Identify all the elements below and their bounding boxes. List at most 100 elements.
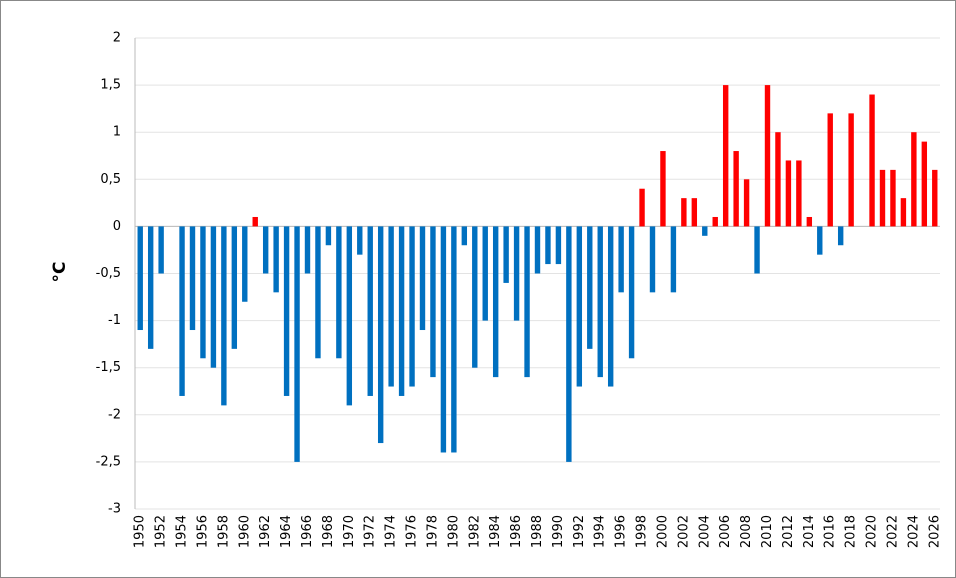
x-tick-label: 2004 (697, 515, 712, 548)
bar (733, 151, 739, 227)
bar (827, 113, 833, 227)
bar (628, 226, 635, 359)
x-tick-label: 2020 (865, 515, 880, 548)
x-tick-label: 1992 (572, 515, 587, 548)
y-tick-label: 0 (113, 219, 121, 234)
bar (618, 226, 624, 293)
bar (534, 226, 541, 274)
y-tick-label: 0,5 (100, 172, 121, 187)
x-tick-label: 1956 (195, 515, 210, 548)
bar (482, 226, 488, 321)
x-tick-label: 2022 (885, 515, 900, 548)
bar (388, 226, 394, 387)
bar (639, 188, 645, 227)
bar (743, 179, 750, 227)
bar (419, 226, 426, 331)
bar (691, 198, 698, 227)
bar (649, 226, 656, 293)
bar (336, 226, 342, 359)
bar (503, 226, 509, 283)
bar (179, 226, 185, 396)
bar (210, 226, 217, 368)
bar (430, 226, 436, 378)
x-tick-label: 1976 (405, 515, 420, 548)
x-tick-label: 1960 (237, 515, 252, 548)
x-tick-label: 2006 (718, 515, 733, 548)
x-tick-label: 1990 (551, 515, 566, 548)
x-tick-label: 1952 (154, 515, 169, 548)
bar (848, 113, 854, 227)
bar (294, 226, 300, 462)
bar (869, 94, 875, 227)
y-tick-label: 2 (113, 31, 121, 46)
bar (837, 226, 844, 246)
bar (576, 226, 583, 387)
y-tick-label: 1,5 (100, 78, 121, 93)
bar (409, 226, 415, 387)
bar (221, 226, 227, 406)
bar (242, 226, 248, 302)
x-tick-label: 1958 (216, 515, 231, 548)
bar (681, 198, 687, 227)
bar (817, 226, 823, 255)
bar (189, 226, 196, 331)
x-tick-label: 1966 (300, 515, 315, 548)
bar (900, 198, 907, 227)
bar (785, 160, 792, 227)
x-tick-label: 2016 (823, 515, 838, 548)
bar (252, 216, 258, 227)
bar (147, 226, 154, 349)
bar (158, 226, 164, 274)
x-tick-label: 1980 (446, 515, 461, 548)
bar (492, 226, 499, 378)
bar (879, 169, 886, 227)
x-tick-label: 1970 (342, 515, 357, 548)
bar (357, 226, 363, 255)
bar (890, 169, 896, 227)
bar (775, 132, 781, 227)
bar (722, 85, 729, 227)
x-tick-label: 1988 (530, 515, 545, 548)
x-tick-label: 1986 (509, 515, 524, 548)
bar (555, 226, 562, 265)
y-tick-label: -2,5 (96, 454, 121, 469)
bar (262, 226, 269, 274)
x-tick-label: 1994 (593, 515, 608, 548)
bar (472, 226, 478, 368)
x-tick-label: 1968 (321, 515, 336, 548)
y-tick-label: -1 (108, 313, 121, 328)
bar (796, 160, 802, 227)
y-tick-label: -1,5 (96, 360, 121, 375)
y-axis-label: °C (50, 262, 70, 283)
bar (932, 169, 938, 227)
bar (304, 226, 311, 274)
bar (398, 226, 405, 396)
bar (451, 226, 457, 453)
bar (377, 226, 384, 444)
bar (607, 226, 614, 387)
y-tick-label: 1 (113, 125, 121, 140)
x-tick-label: 1978 (425, 515, 440, 548)
bar (137, 226, 143, 331)
bar (806, 216, 813, 227)
x-tick-label: 2026 (927, 515, 942, 548)
x-tick-label: 1974 (384, 515, 399, 548)
bar (461, 226, 468, 246)
x-tick-label: 1950 (133, 515, 148, 548)
x-tick-label: 1984 (488, 515, 503, 548)
bar (231, 226, 238, 349)
bar (921, 141, 928, 227)
bar (702, 226, 708, 236)
bar (754, 226, 760, 274)
bar (346, 226, 353, 406)
y-tick-label: -0,5 (96, 266, 121, 281)
x-tick-label: 1998 (635, 515, 650, 548)
x-tick-label: 1996 (614, 515, 629, 548)
x-tick-label: 1964 (279, 515, 294, 548)
bar (670, 226, 677, 293)
bar (660, 151, 666, 227)
bar (566, 226, 572, 462)
bar (273, 226, 279, 293)
x-tick-label: 2010 (760, 515, 775, 548)
y-tick-label: -2 (108, 407, 121, 422)
